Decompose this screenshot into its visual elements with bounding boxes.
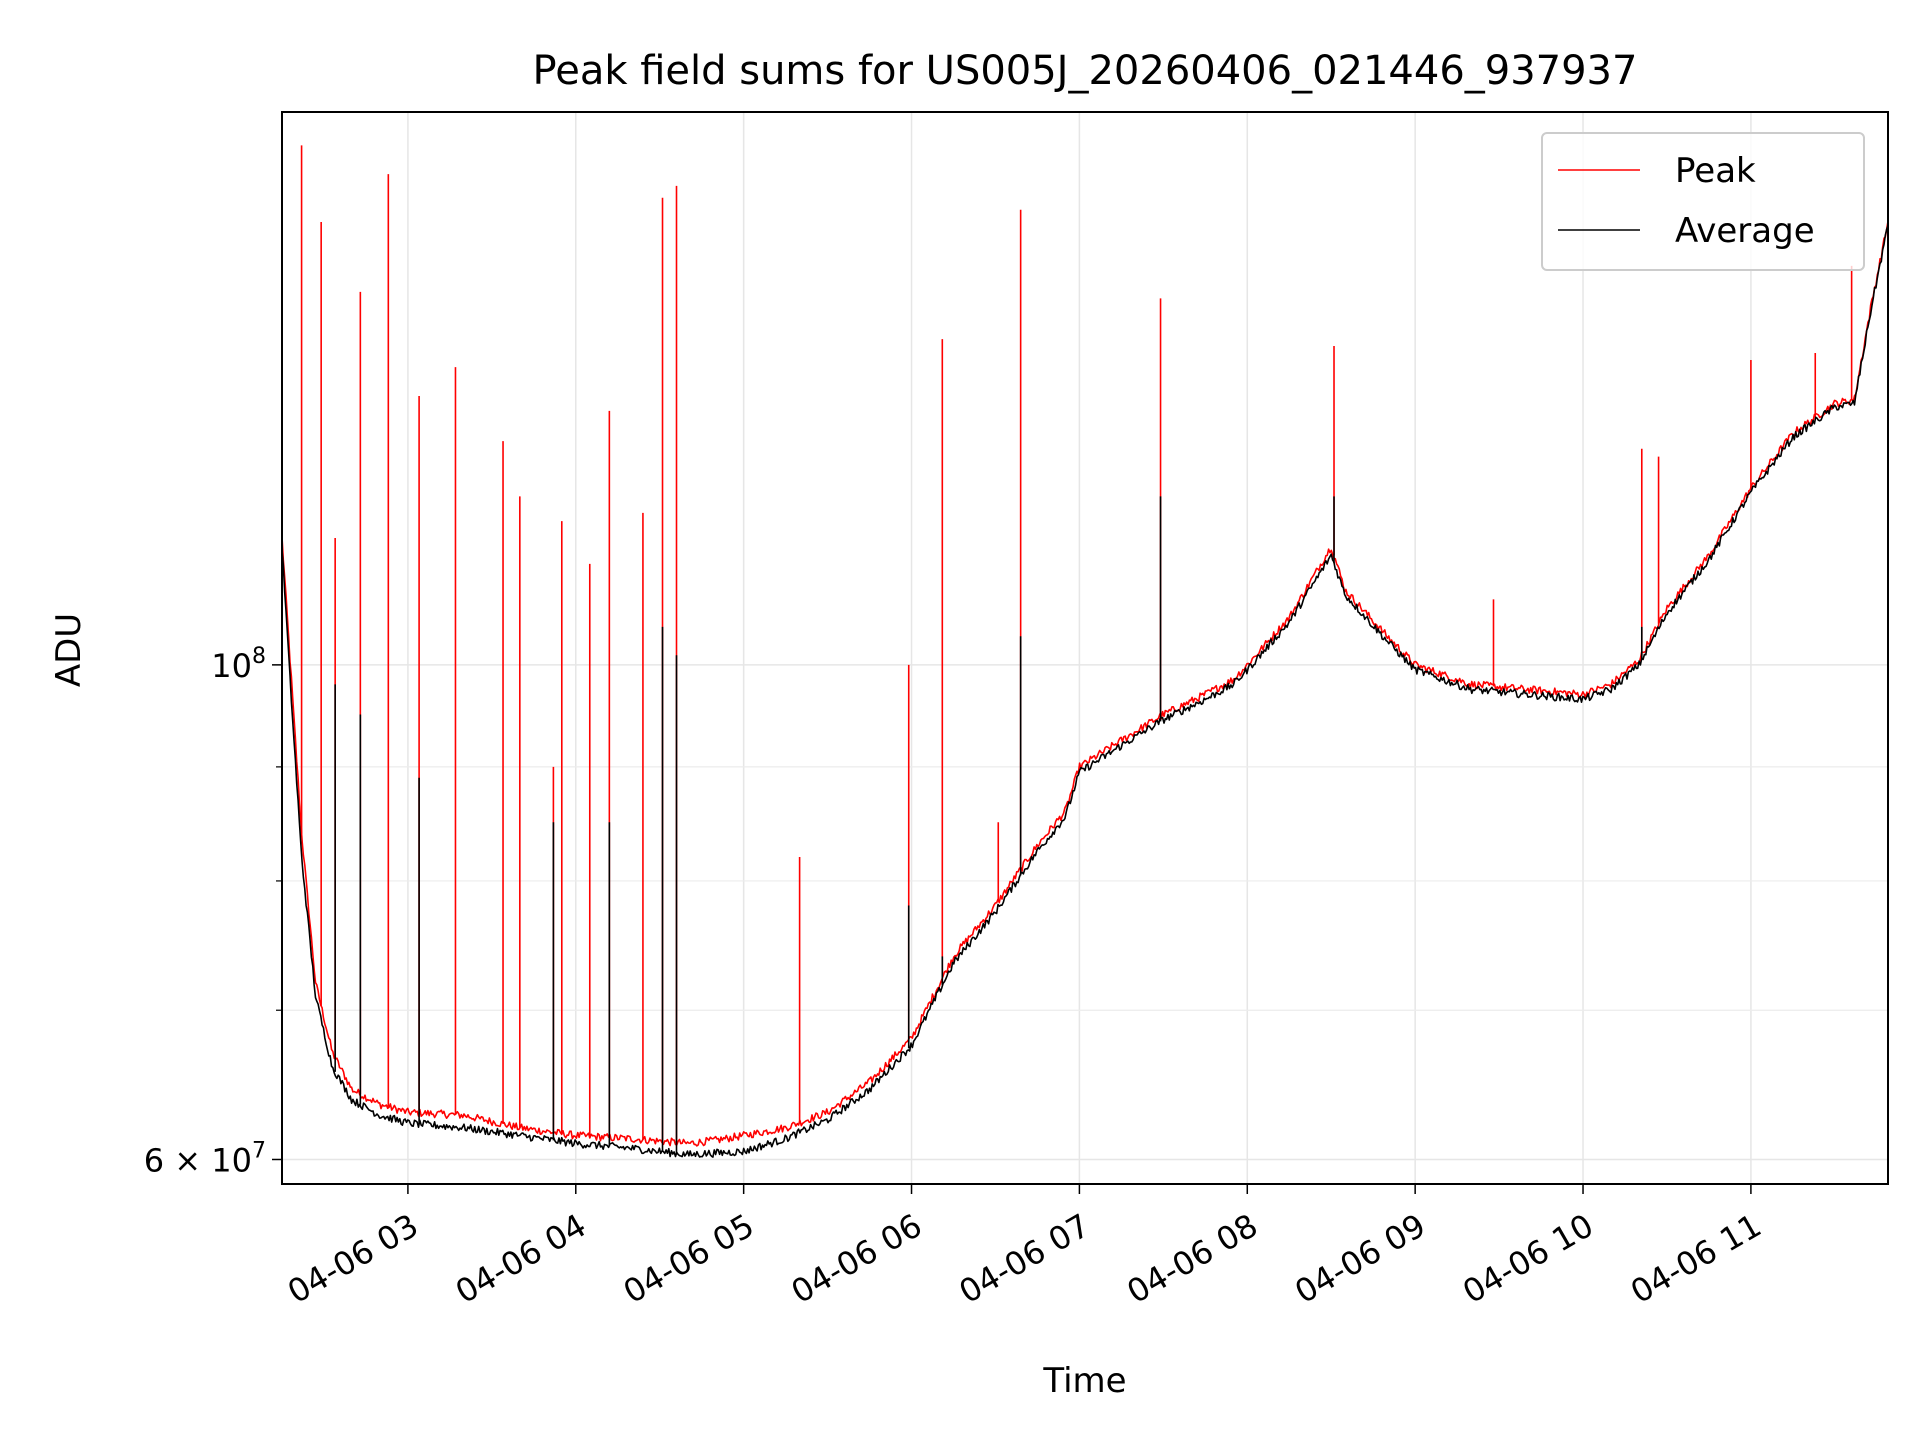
y-axis: 6 × 107 108 (144, 644, 282, 1179)
legend-label-average: Average (1675, 211, 1815, 251)
y-axis-label: ADU (49, 613, 89, 687)
y-tick-label: 108 (211, 644, 266, 685)
plot-series (281, 145, 1889, 1158)
legend: Peak Average (1541, 132, 1865, 271)
chart-title: Peak field sums for US005J_20260406_0214… (533, 48, 1638, 94)
series-line-peak (281, 220, 1889, 1147)
y-tick-label: 6 × 107 (144, 1138, 266, 1179)
legend-box (1541, 132, 1865, 271)
plot-frame (281, 111, 1889, 1185)
x-axis-label: Time (1042, 1361, 1126, 1401)
series-line-average (281, 225, 1889, 1158)
legend-label-peak: Peak (1675, 151, 1756, 191)
